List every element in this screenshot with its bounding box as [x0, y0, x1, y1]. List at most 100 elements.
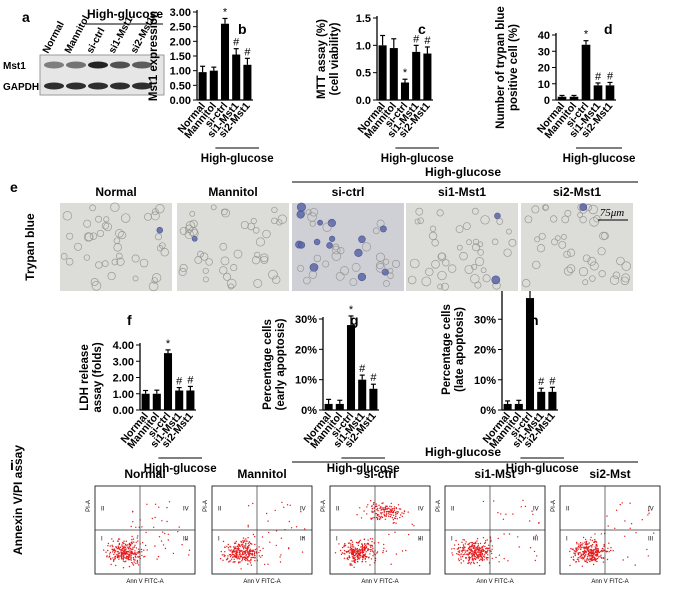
event-dot — [246, 556, 248, 558]
event-dot — [468, 547, 470, 549]
event-dot — [264, 563, 266, 566]
event-dot — [122, 547, 124, 549]
cell — [429, 225, 437, 232]
event-dot — [476, 561, 478, 564]
event-dot — [235, 548, 237, 550]
event-dot — [473, 562, 475, 565]
event-dot — [473, 551, 475, 553]
event-dot — [579, 557, 581, 559]
event-dot — [380, 513, 383, 515]
event-dot — [452, 554, 454, 556]
event-dot — [479, 550, 482, 552]
event-dot — [247, 552, 249, 554]
event-dot — [124, 561, 126, 563]
event-dot — [579, 546, 581, 549]
event-dot — [392, 519, 395, 521]
cell — [220, 208, 228, 216]
event-dot — [366, 513, 368, 515]
cell — [441, 282, 449, 291]
event-dot — [347, 546, 349, 548]
event-dot — [132, 521, 134, 523]
event-dot — [522, 499, 524, 502]
x-axis-label: Ann V FITC-A — [591, 579, 628, 585]
event-dot — [368, 556, 370, 558]
event-dot — [367, 539, 369, 541]
event-dot — [343, 545, 345, 548]
bar — [358, 379, 367, 410]
event-dot — [477, 555, 479, 558]
event-dot — [590, 554, 592, 556]
event-dot — [286, 504, 289, 506]
column-header: si-ctrl — [364, 467, 397, 481]
y-axis-label: (late apoptosis) — [454, 307, 466, 392]
event-dot — [113, 559, 115, 561]
event-dot — [344, 543, 346, 545]
event-dot — [246, 540, 248, 542]
event-dot — [460, 558, 462, 560]
cell — [415, 207, 424, 216]
event-dot — [228, 560, 231, 562]
event-dot — [108, 556, 110, 558]
event-dot — [364, 553, 367, 555]
event-dot — [116, 556, 118, 558]
group-label: High-glucose — [87, 7, 163, 21]
event-dot — [610, 547, 612, 549]
event-dot — [491, 557, 493, 560]
event-dot — [472, 553, 475, 555]
cell — [503, 248, 512, 257]
cell — [110, 202, 120, 212]
event-dot — [585, 541, 588, 543]
event-dot — [577, 545, 580, 547]
event-dot — [465, 541, 467, 543]
event-dot — [594, 558, 596, 560]
y-tick-label: 10% — [474, 375, 496, 387]
event-dot — [350, 539, 353, 541]
cell — [477, 249, 484, 256]
y-tick-label: 0% — [480, 405, 496, 417]
event-dot — [467, 554, 469, 556]
event-dot — [379, 516, 381, 518]
event-dot — [161, 520, 163, 522]
event-dot — [357, 556, 359, 558]
event-dot — [480, 558, 482, 560]
y-axis-label: PI-A — [551, 500, 557, 512]
event-dot — [393, 509, 396, 512]
bar — [232, 54, 241, 100]
event-dot — [603, 545, 605, 548]
event-dot — [237, 550, 239, 552]
event-dot — [371, 505, 373, 507]
y-tick-label: 4.00 — [113, 340, 134, 352]
event-dot — [129, 556, 131, 558]
event-dot — [369, 564, 371, 566]
event-dot — [586, 558, 588, 560]
event-dot — [569, 564, 571, 567]
event-dot — [229, 550, 231, 552]
event-dot — [230, 549, 232, 551]
event-dot — [377, 542, 380, 544]
event-dot — [587, 553, 589, 556]
cell — [271, 206, 278, 214]
cell — [210, 204, 217, 211]
event-dot — [366, 542, 369, 545]
event-dot — [468, 542, 471, 544]
event-dot — [227, 543, 229, 546]
event-dot — [474, 556, 477, 558]
event-dot — [569, 550, 571, 553]
cell — [609, 275, 620, 285]
event-dot — [585, 542, 588, 544]
event-dot — [596, 545, 598, 548]
event-dot — [482, 555, 485, 557]
cell — [421, 276, 432, 287]
event-dot — [634, 564, 636, 566]
cell — [223, 272, 232, 281]
x-axis-label: Ann V FITC-A — [361, 579, 398, 585]
event-dot — [505, 513, 507, 515]
quadrant-label: IV — [533, 507, 539, 513]
event-dot — [245, 544, 247, 546]
lane-label: si-ctrl — [85, 26, 108, 55]
event-dot — [390, 506, 393, 508]
event-dot — [464, 551, 467, 553]
event-dot — [577, 559, 580, 561]
event-dot — [350, 543, 352, 545]
